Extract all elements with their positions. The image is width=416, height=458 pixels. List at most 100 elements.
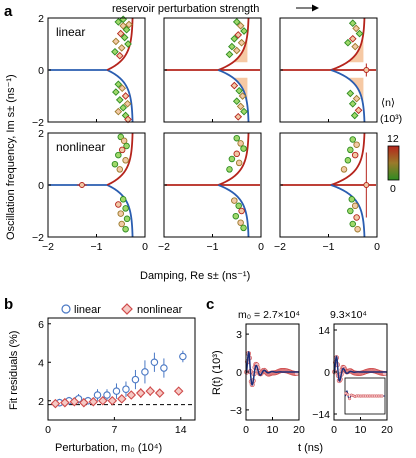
data-point-circle	[344, 157, 352, 164]
y-tick-label: 3	[236, 329, 242, 341]
data-point-diamond	[124, 40, 132, 48]
x-tick-label: 14	[175, 424, 187, 436]
data-point-diamond	[348, 34, 357, 43]
data-point-circle	[354, 225, 361, 233]
shaded-region	[233, 77, 249, 120]
data-point-diamond	[115, 96, 124, 104]
data-point-diamond	[119, 103, 128, 112]
data-point-diamond	[230, 34, 239, 43]
data-point-circle	[115, 151, 122, 159]
data-point-circle	[347, 146, 354, 154]
data-point-circle	[351, 151, 359, 159]
panel-c-ylabel: R(t) (10³)	[211, 350, 223, 395]
point-nonlinear	[98, 395, 108, 406]
y-tick-label: 6	[38, 319, 44, 331]
data-point-circle	[351, 202, 359, 210]
data-point-circle	[115, 201, 122, 208]
point-nonlinear	[145, 386, 156, 396]
data-point-diamond	[112, 37, 120, 46]
y-tick-label: 4	[38, 357, 44, 369]
data-point-circle	[340, 166, 348, 173]
data-point-circle	[353, 141, 360, 148]
point-nonlinear	[117, 394, 127, 404]
data-point-diamond	[119, 21, 128, 30]
data-point-circle	[228, 155, 236, 163]
panel-a-subplot-nonlinear-1: −2 −1 0 2 0 −2 nonlinear	[32, 128, 148, 253]
data-point-circle	[233, 150, 240, 158]
colorbar-gradient	[387, 145, 400, 181]
data-point-diamond	[348, 19, 357, 28]
upper-branch-curve	[330, 132, 366, 186]
y-tick-label: −2	[32, 117, 44, 129]
point-linear	[93, 391, 102, 399]
point-nonlinear	[88, 396, 99, 407]
upper-branch-curve	[106, 132, 134, 186]
panel-letter-a: a	[4, 3, 13, 20]
point-linear	[112, 387, 121, 395]
legend-linear-label: linear	[74, 304, 101, 316]
point-nonlinear	[154, 388, 165, 398]
data-point-diamond	[124, 115, 132, 124]
panel-a-subplot-linear-3	[279, 17, 378, 123]
y-tick-label: 0	[38, 180, 44, 192]
data-point-diamond	[234, 112, 243, 121]
data-point-circle	[348, 196, 356, 203]
data-point-circle	[123, 142, 130, 150]
inset-data-point	[348, 397, 352, 401]
data-point-diamond	[232, 97, 241, 106]
y-tick-label: 0	[236, 367, 242, 379]
data-point-diamond	[114, 80, 123, 89]
panel-c-left-title: m₀ = 2.7×10⁴	[238, 309, 300, 321]
data-point-diamond	[235, 86, 244, 95]
data-point-circle	[122, 205, 129, 212]
x-tick-label: −2	[158, 241, 170, 253]
panel-b-legend: linear nonlinear	[61, 303, 183, 316]
data-point-circle	[237, 140, 244, 147]
point-nonlinear	[107, 395, 118, 406]
data-point-diamond	[111, 47, 119, 56]
row-label-nonlinear: nonlinear	[56, 140, 105, 154]
point-nonlinear	[60, 397, 70, 408]
data-point-circle	[118, 220, 125, 228]
panel-a-subplot-linear-1: 2 0 −2 linear	[32, 13, 146, 129]
data-point-diamond	[232, 18, 241, 26]
panel-c-right-title: 9.3×10⁴	[330, 309, 367, 321]
data-point-diamond	[123, 99, 132, 108]
data-point-circle	[120, 137, 128, 145]
data-point-circle	[119, 196, 127, 203]
center-point	[363, 67, 370, 73]
panel-b-xlabel: Perturbation, m₀ (10⁴)	[55, 442, 162, 454]
data-point-diamond	[354, 106, 363, 115]
y-tick-label: 0	[38, 65, 44, 77]
point-linear	[103, 391, 111, 399]
data-point-diamond	[240, 107, 248, 116]
legend-nonlinear-marker	[121, 303, 133, 315]
header-arrow-icon	[296, 4, 319, 12]
data-point-diamond	[236, 21, 245, 30]
data-point-circle	[237, 219, 244, 226]
center-point	[78, 182, 85, 188]
data-point-diamond	[238, 92, 247, 100]
data-point-circle	[123, 215, 131, 223]
data-point-diamond	[228, 42, 236, 51]
data-point-circle	[118, 146, 126, 154]
point-linear	[150, 358, 159, 367]
panel-letter-c: c	[206, 296, 214, 313]
data-point-diamond	[122, 25, 131, 34]
fit-curve	[333, 355, 387, 382]
panel-b: 0 7 14 2 4 6	[38, 317, 196, 436]
lower-branch-curve	[217, 184, 250, 238]
x-tick-label: 0	[331, 424, 337, 436]
x-tick-label: 20	[293, 424, 305, 436]
colorbar-unit: (10³)	[380, 113, 402, 125]
data-point-diamond	[344, 38, 352, 47]
y-tick-label: 2	[38, 396, 44, 408]
data-point-diamond	[117, 44, 126, 52]
data-point-diamond	[351, 42, 360, 51]
data-point-diamond	[125, 20, 133, 29]
data-point-circle	[235, 202, 242, 210]
